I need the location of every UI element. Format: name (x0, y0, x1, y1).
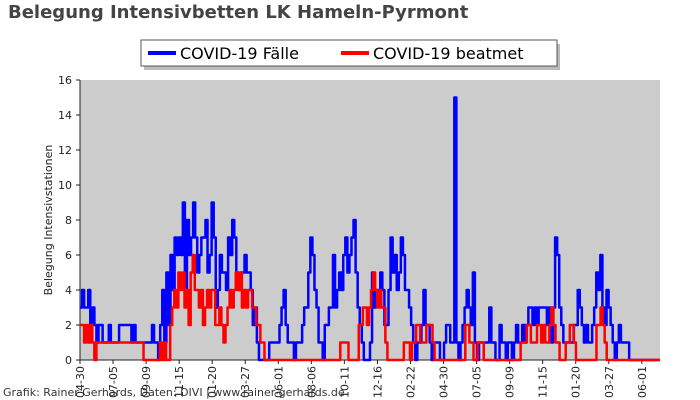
x-tick-label: 04-30 (74, 366, 87, 398)
y-tick-label: 12 (58, 144, 72, 157)
x-tick-label: 09-09 (140, 366, 153, 398)
y-tick-label: 0 (65, 354, 72, 367)
legend: COVID-19 Fälle COVID-19 beatmet (140, 39, 560, 70)
legend-label-faelle: COVID-19 Fälle (180, 44, 299, 63)
series-line-beatmet (80, 253, 660, 362)
y-tick-label: 2 (65, 319, 72, 332)
credit-text: Grafik: Rainer Gerhards, Daten: DIVI | w… (3, 386, 345, 399)
x-tick-label: 11-15 (173, 366, 186, 398)
y-tick-label: 4 (65, 284, 72, 297)
x-tick-label: 01-20 (570, 366, 583, 398)
x-tick-label: 08-06 (305, 366, 318, 398)
x-tick-label: 10-11 (338, 366, 351, 398)
y-axis-label: Belegung Intensivstationen (42, 145, 55, 296)
x-tick-label: 03-27 (239, 366, 252, 398)
x-tick-label: 01-20 (206, 366, 219, 398)
x-tick-label: 02-22 (404, 366, 417, 398)
x-tick-label: 09-09 (504, 366, 517, 398)
x-tick-label: 03-27 (603, 366, 616, 398)
x-tick-label: 06-01 (272, 366, 285, 398)
series-lines (80, 96, 660, 362)
x-tick-label: 07-05 (107, 366, 120, 398)
y-tick-label: 10 (58, 179, 72, 192)
y-axis: 0 2 4 6 8 10 12 14 16 (58, 74, 81, 367)
series-line-faelle (80, 96, 660, 362)
y-tick-label: 14 (58, 109, 72, 122)
y-tick-label: 6 (65, 249, 72, 262)
x-tick-label: 11-15 (537, 366, 550, 398)
x-tick-label: 07-05 (471, 366, 484, 398)
chart-title: Belegung Intensivbetten LK Hameln-Pyrmon… (8, 2, 469, 23)
y-tick-label: 8 (65, 214, 72, 227)
legend-label-beatmet: COVID-19 beatmet (373, 44, 523, 63)
y-tick-label: 16 (58, 74, 72, 87)
x-tick-label: 06-01 (636, 366, 649, 398)
x-tick-label: 04-30 (438, 366, 451, 398)
x-tick-label: 12-16 (371, 366, 384, 398)
